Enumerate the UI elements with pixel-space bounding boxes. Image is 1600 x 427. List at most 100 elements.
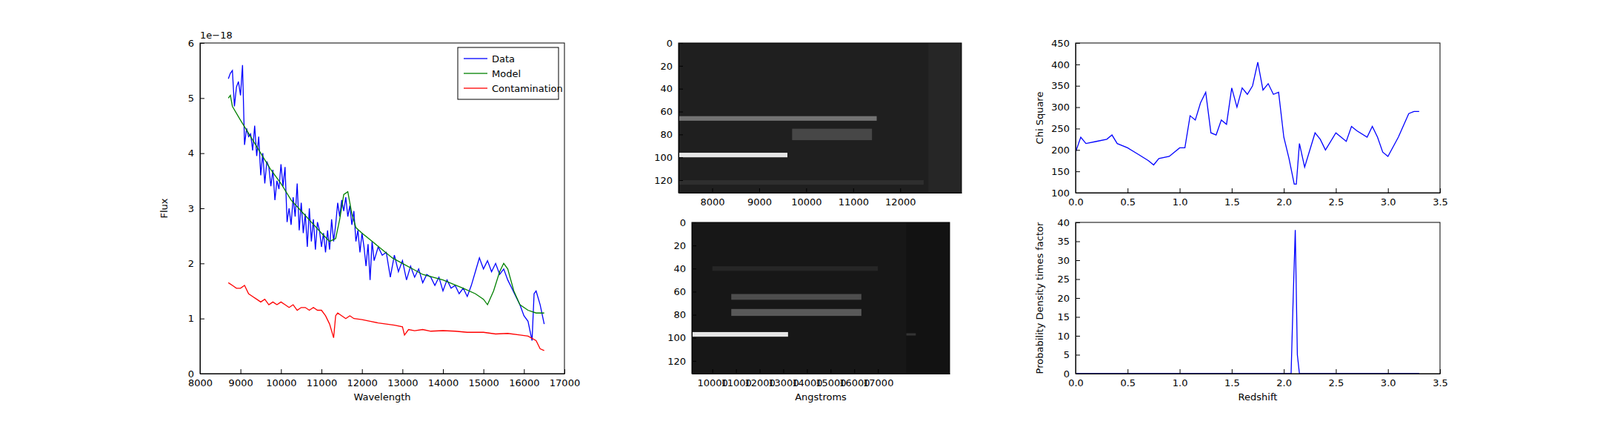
series-line — [1075, 229, 1420, 374]
tick: 0 — [666, 37, 683, 49]
tick-label: 17000 — [549, 377, 580, 389]
tick: 0.5 — [1120, 188, 1136, 208]
tick-mark — [1075, 317, 1080, 318]
tick-mark — [1075, 192, 1080, 194]
tick-label: 2.0 — [1276, 377, 1292, 389]
tick-label: 400 — [1051, 59, 1070, 71]
tick-mark — [1231, 188, 1233, 193]
tick-mark — [691, 360, 697, 362]
x-axis-title: Redshift — [1238, 391, 1278, 403]
tick-mark — [1180, 188, 1181, 193]
tick: 1.0 — [1172, 368, 1189, 389]
frame — [678, 42, 962, 193]
y-axis: 100150200250300350400450 — [1051, 37, 1080, 199]
tick: 100 — [667, 331, 697, 343]
tick-label: 30 — [1057, 254, 1070, 266]
tick-mark — [240, 368, 242, 374]
image-cell — [691, 222, 950, 374]
tick-label: 25 — [1057, 273, 1070, 285]
tick-label: 2.0 — [1276, 196, 1292, 208]
plot-area — [691, 222, 950, 374]
tick-label: 450 — [1051, 37, 1070, 49]
tick-label: 100 — [667, 331, 686, 343]
tick-label: 14000 — [428, 377, 459, 389]
tick-label: 80 — [660, 128, 673, 140]
tick: 10 — [1057, 330, 1080, 342]
image-cell — [691, 331, 789, 337]
tick-mark — [200, 373, 205, 375]
tick-label: 1.5 — [1224, 196, 1240, 208]
axis-line — [691, 222, 693, 375]
tick-label: 11000 — [838, 196, 869, 208]
tick-label: 16000 — [508, 377, 540, 389]
tick-mark — [1075, 335, 1080, 337]
tick: 80 — [673, 308, 697, 320]
tick: 12000 — [346, 368, 378, 389]
tick-mark — [1231, 368, 1233, 374]
tick-mark — [523, 368, 525, 374]
x-axis-title: Wavelength — [353, 391, 411, 403]
tick-mark — [200, 42, 205, 44]
tick-mark — [1127, 188, 1129, 193]
tick: 1 — [188, 312, 205, 324]
tick: 9000 — [747, 188, 772, 208]
tick: 5 — [188, 92, 205, 104]
tick: 400 — [1051, 59, 1080, 71]
image-cell — [712, 265, 879, 271]
tick-label: 60 — [660, 105, 673, 118]
tick-mark — [711, 188, 713, 193]
tick-mark — [760, 368, 761, 374]
tick: 20 — [673, 240, 697, 252]
tick-mark — [854, 368, 855, 374]
axis-line — [200, 373, 566, 375]
tick: 20 — [660, 60, 683, 72]
tick-label: 2.5 — [1328, 196, 1345, 208]
y-axis-title: Flux — [158, 197, 170, 218]
tick: 300 — [1051, 101, 1080, 113]
y-axis: 0123456 — [188, 37, 205, 380]
tick-mark — [442, 368, 444, 374]
tick-mark — [900, 188, 901, 193]
legend-swatch — [463, 57, 488, 59]
tick-label: 0 — [188, 368, 195, 380]
tick: 11000 — [838, 188, 869, 208]
tick-label: 1.5 — [1224, 377, 1240, 389]
tick: 350 — [1051, 80, 1080, 92]
plot-area — [1075, 62, 1420, 184]
tick-label: 0.5 — [1120, 377, 1136, 389]
tick-label: 120 — [667, 355, 686, 367]
series-line — [228, 95, 544, 314]
plot-area — [228, 65, 544, 351]
tick-mark — [402, 368, 403, 374]
panel: 80009000100001100012000020406080100120 — [654, 37, 962, 209]
tick-mark — [691, 314, 697, 316]
tick-label: 8000 — [700, 196, 725, 208]
tick-mark — [1283, 368, 1285, 374]
tick-mark — [805, 188, 807, 193]
tick-label: 100 — [654, 151, 673, 163]
tick-label: 1.0 — [1172, 196, 1189, 208]
y-axis: 020406080100120 — [654, 37, 683, 194]
y-axis-title: Probability Density times factor — [1034, 221, 1046, 374]
y-axis: 020406080100120 — [667, 217, 697, 375]
x-axis: 0.00.51.01.52.02.53.03.5 — [1068, 368, 1449, 389]
tick-label: 9000 — [747, 196, 772, 208]
tick-label: 15000 — [468, 377, 499, 389]
tick: 20 — [1057, 292, 1080, 304]
tick-label: 4 — [188, 147, 195, 159]
tick-mark — [1075, 107, 1080, 109]
tick: 200 — [1051, 144, 1080, 156]
panel: 0.00.51.01.52.02.53.03.51001502002503003… — [1034, 37, 1449, 209]
tick-label: 3.5 — [1432, 196, 1449, 208]
tick-label: 20 — [1057, 292, 1070, 304]
tick: 2.5 — [1328, 188, 1345, 208]
tick: 25 — [1057, 273, 1080, 285]
tick-label: 80 — [673, 308, 686, 320]
tick: 3.5 — [1432, 368, 1449, 389]
tick-label: 9000 — [228, 377, 254, 389]
tick-label: 0.0 — [1068, 377, 1084, 389]
tick-label: 300 — [1051, 101, 1070, 113]
tick-label: 6 — [188, 37, 195, 49]
tick-label: 350 — [1051, 80, 1070, 92]
tick-label: 0 — [666, 37, 673, 49]
